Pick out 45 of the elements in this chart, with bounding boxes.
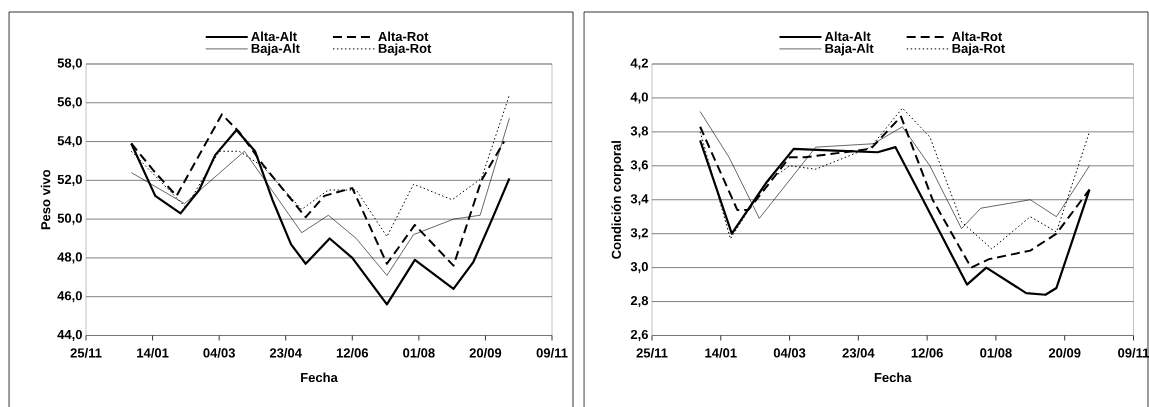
y-tick-label: 44,0 (57, 329, 82, 342)
x-tick-label: 09/11 (1118, 348, 1149, 358)
y-tick-label: 50,0 (57, 213, 82, 225)
legend-label: Baja-Rot (952, 43, 1005, 56)
y-tick-label: 3,4 (630, 194, 649, 206)
x-tick-label: 12/06 (336, 348, 369, 358)
x-tick-label: 12/06 (911, 348, 943, 358)
y-axis-title: Condición corporal (611, 141, 624, 259)
y-tick-label: 48,0 (57, 252, 82, 264)
legend-label: Alta-Alt (824, 31, 871, 42)
x-axis-title: Fecha (874, 372, 912, 383)
legend-label: Baja-Alt (825, 43, 874, 56)
x-tick-label: 14/01 (705, 348, 737, 358)
y-tick-label: 52,0 (57, 174, 82, 186)
x-tick-label: 20/09 (469, 348, 502, 358)
legend-label: Alta-Rot (952, 31, 1003, 42)
x-axis-title: Fecha (301, 372, 338, 383)
legend-label: Baja-Rot (378, 43, 432, 56)
y-tick-label: 3,6 (630, 160, 648, 172)
y-tick-label: 46,0 (57, 291, 82, 303)
y-tick-label: 3,8 (630, 126, 649, 138)
x-tick-label: 20/09 (1048, 348, 1081, 358)
y-tick-label: 4,2 (630, 58, 648, 70)
x-tick-label: 09/11 (536, 348, 568, 358)
y-tick-label: 54,0 (57, 136, 82, 148)
y-tick-label: 58,0 (57, 58, 82, 70)
y-tick-label: 4,0 (630, 92, 648, 104)
y-axis-title: Peso vivo (40, 169, 51, 230)
x-tick-label: 04/03 (773, 348, 806, 358)
x-tick-label: 01/08 (980, 348, 1012, 358)
y-tick-label: 3,2 (630, 228, 648, 240)
x-tick-label: 25/11 (636, 348, 668, 358)
y-tick-label: 2,8 (630, 296, 649, 308)
x-tick-label: 01/08 (403, 348, 435, 358)
x-tick-label: 25/11 (70, 348, 102, 358)
legend-label: Baja-Alt (251, 43, 300, 56)
y-tick-label: 3,0 (630, 262, 648, 274)
y-tick-label: 2,6 (630, 329, 648, 342)
y-tick-label: 56,0 (57, 97, 82, 109)
x-tick-label: 23/04 (269, 348, 302, 358)
legend-label: Alta-Rot (378, 31, 429, 42)
x-tick-label: 04/03 (203, 348, 235, 358)
x-tick-label: 23/04 (842, 348, 875, 358)
legend-label: Alta-Alt (251, 31, 297, 42)
x-tick-label: 14/01 (137, 348, 169, 358)
